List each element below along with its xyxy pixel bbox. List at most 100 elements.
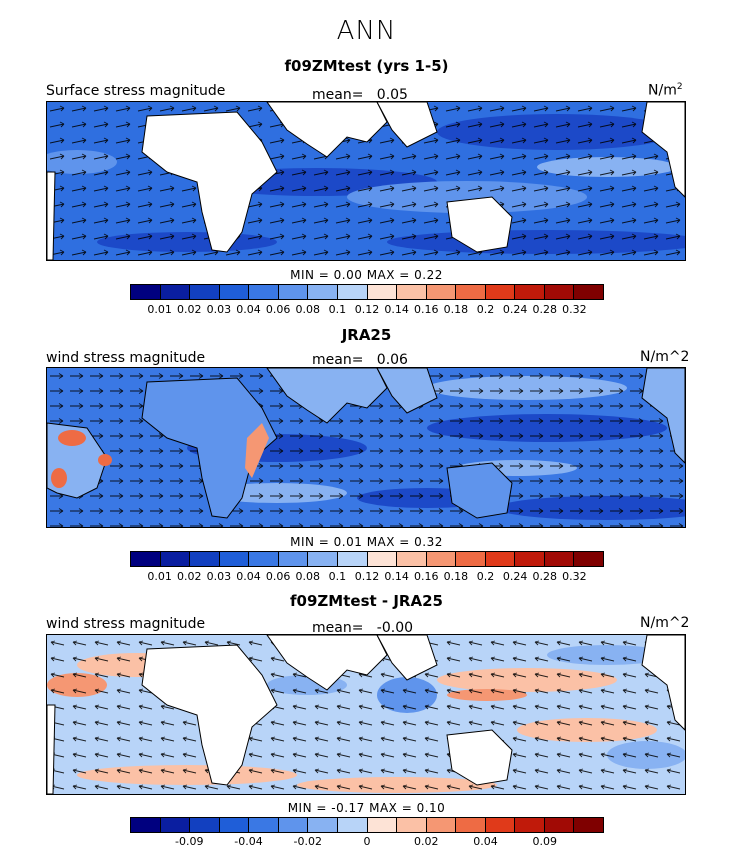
- colorbar-swatch: [249, 818, 279, 832]
- colorbar-swatch: [337, 552, 368, 566]
- colorbar-tick-label: 0.02: [177, 303, 202, 316]
- panel-1-units: N/m2: [648, 82, 683, 99]
- colorbar-swatch: [337, 818, 368, 832]
- panel-3-colorbar-ticks: -0.09 -0.04 -0.02 0 0.02 0.04 0.09: [130, 835, 604, 849]
- colorbar-tick-label: 0.14: [384, 303, 409, 316]
- colorbar-swatch: [337, 285, 368, 299]
- colorbar-swatch: [278, 552, 309, 566]
- colorbar-swatch: [219, 818, 250, 832]
- colorbar-swatch: [456, 818, 486, 832]
- panel-2-mean-value: 0.06: [376, 352, 408, 368]
- panel-2-mean: mean= 0.06: [312, 352, 408, 368]
- colorbar-swatch: [456, 285, 486, 299]
- colorbar-tick-label: 0.18: [443, 570, 469, 583]
- colorbar-tick-label: 0.28: [532, 570, 558, 583]
- colorbar-swatch: [367, 552, 398, 566]
- panel-2-mean-label: mean=: [312, 352, 364, 368]
- colorbar-swatch: [219, 552, 250, 566]
- colorbar-tick-label: 0.02: [414, 835, 439, 848]
- panel-2-map-svg: [47, 368, 685, 527]
- panel-1-mean: mean= 0.05: [312, 87, 408, 103]
- colorbar-swatch: [278, 818, 309, 832]
- colorbar-swatch: [308, 818, 338, 832]
- colorbar-swatch: [515, 285, 545, 299]
- panel-3-mean-value: -0.00: [376, 620, 414, 636]
- panel-1-colorbar-ticks: 0.01 0.02 0.03 0.04 0.06 0.08 0.1 0.12 0.14 0.16 0…: [130, 303, 604, 317]
- colorbar-tick-label: 0.08: [295, 570, 321, 583]
- panel-3-mean-label: mean=: [312, 620, 364, 636]
- panel-1-stats: MIN = 0.00 MAX = 0.22: [290, 268, 443, 282]
- panel-1-map: [46, 101, 686, 261]
- colorbar-tick-label: 0.12: [354, 303, 380, 316]
- colorbar-tick-label: 0.02: [177, 570, 202, 583]
- colorbar-tick-label: -0.09: [175, 835, 204, 848]
- colorbar-tick-label: 0.28: [532, 303, 558, 316]
- colorbar-tick-label: 0.08: [295, 303, 321, 316]
- colorbar-swatch: [131, 285, 161, 299]
- panel-3-title: f09ZMtest - JRA25: [290, 592, 443, 610]
- colorbar-swatch: [160, 818, 191, 832]
- colorbar-swatch: [397, 552, 427, 566]
- panel-2-units: N/m^2: [640, 349, 689, 365]
- colorbar-swatch: [456, 552, 486, 566]
- panel-1-title: f09ZMtest (yrs 1-5): [284, 57, 449, 75]
- colorbar-tick-label: 0.03: [206, 303, 232, 316]
- season-title: ANN: [336, 16, 397, 46]
- panel-2-colorbar-ticks: 0.01 0.02 0.03 0.04 0.06 0.08 0.1 0.12 0.14 0.16 0…: [130, 570, 604, 584]
- colorbar-swatch: [131, 552, 161, 566]
- colorbar-tick-label: 0.14: [384, 570, 409, 583]
- panel-3-map: [46, 634, 686, 795]
- colorbar-tick-label: 0.12: [354, 570, 380, 583]
- colorbar-swatch: [397, 285, 427, 299]
- colorbar-tick-label: 0.1: [328, 570, 347, 583]
- panel-1-mean-value: 0.05: [376, 87, 408, 103]
- colorbar-tick-label: 0.24: [502, 303, 528, 316]
- panel-1-colorbar: [130, 284, 604, 300]
- colorbar-swatch: [515, 818, 545, 832]
- panel-3-stats: MIN = -0.17 MAX = 0.10: [287, 801, 446, 815]
- colorbar-tick-label: 0.16: [414, 303, 439, 316]
- colorbar-swatch: [574, 552, 603, 566]
- colorbar-swatch: [249, 552, 279, 566]
- colorbar-swatch: [544, 818, 575, 832]
- colorbar-swatch: [190, 552, 220, 566]
- colorbar-tick-label: -0.04: [234, 835, 263, 848]
- colorbar-swatch: [367, 285, 398, 299]
- colorbar-tick-label: 0.32: [562, 570, 587, 583]
- colorbar-tick-label: 0.04: [236, 570, 261, 583]
- colorbar-tick-label: 0.2: [476, 303, 495, 316]
- panel-1-variable-label: Surface stress magnitude: [46, 83, 226, 99]
- colorbar-tick-label: 0: [363, 835, 371, 848]
- panel-3-units-text: N/m^2: [640, 615, 690, 631]
- colorbar-tick-label: 0.04: [473, 835, 498, 848]
- colorbar-swatch: [278, 285, 309, 299]
- panel-2-title: JRA25: [341, 326, 392, 344]
- colorbar-swatch: [219, 285, 250, 299]
- colorbar-tick-label: 0.06: [265, 570, 291, 583]
- colorbar-tick-label: 0.03: [206, 570, 232, 583]
- colorbar-swatch: [160, 552, 191, 566]
- panel-1-map-svg: [47, 102, 685, 260]
- colorbar-tick-label: 0.1: [328, 303, 347, 316]
- colorbar-swatch: [190, 818, 220, 832]
- colorbar-swatch: [485, 818, 516, 832]
- colorbar-tick-label: 0.01: [147, 303, 172, 316]
- colorbar-swatch: [544, 552, 575, 566]
- panel-2-colorbar: [130, 551, 604, 567]
- panel-3-map-svg: [47, 635, 685, 794]
- panel-2-map: [46, 367, 686, 528]
- colorbar-tick-label: 0.01: [147, 570, 172, 583]
- colorbar-swatch: [485, 285, 516, 299]
- colorbar-tick-label: 0.09: [532, 835, 558, 848]
- panel-3-units: N/m^2: [640, 615, 689, 631]
- colorbar-swatch: [544, 285, 575, 299]
- colorbar-swatch: [574, 818, 603, 832]
- colorbar-swatch: [574, 285, 603, 299]
- colorbar-tick-label: 0.18: [443, 303, 469, 316]
- colorbar-tick-label: -0.02: [293, 835, 322, 848]
- colorbar-swatch: [190, 285, 220, 299]
- colorbar-swatch: [515, 552, 545, 566]
- colorbar-tick-label: 0.04: [236, 303, 261, 316]
- panel-3-mean: mean= -0.00: [312, 620, 413, 636]
- panel-2-variable-label: wind stress magnitude: [46, 350, 206, 366]
